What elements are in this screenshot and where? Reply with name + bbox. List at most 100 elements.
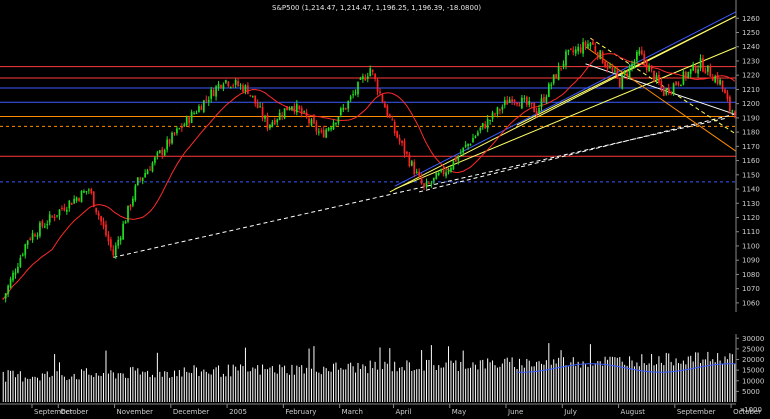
candle-body [474,136,477,138]
candle-body [616,69,619,77]
candle-body [337,116,340,123]
volume-tick-label: 10000 [742,377,764,385]
candle-body [166,139,169,150]
axis-background [736,0,770,419]
candle-body [97,212,100,216]
candle-body [330,127,332,130]
candle-body [229,86,232,88]
candle-body [322,129,325,138]
candle-body [543,97,545,102]
month-label: September [34,408,73,416]
candle-body [731,110,734,112]
candle-body [200,106,203,111]
price-tick-label: 1260 [742,15,760,23]
candle-body [636,52,638,61]
candle-body [202,100,205,112]
candle-body [481,122,484,128]
trendline [389,14,738,193]
candle-body [227,81,230,87]
candle-body [73,198,76,204]
trendline [585,46,738,153]
candle-body [420,176,423,184]
candle-body [445,172,447,177]
candle-body [689,68,692,74]
candle-body [225,80,227,83]
candle-body [621,74,624,89]
candle-body [124,221,127,224]
candle-body [19,257,22,267]
candle-body [425,182,428,188]
candle-body [459,153,462,155]
candle-body [195,112,198,114]
moving-average [2,53,736,300]
candle-body [653,70,655,82]
candle-body [193,113,195,115]
candle-body [604,61,606,66]
candle-body [506,100,509,105]
candle-body [707,65,709,72]
candle-body [149,169,151,171]
candle-body [388,114,391,118]
month-label: 2005 [229,408,247,416]
candle-body [24,244,27,256]
volume-average-line [517,363,735,373]
candle-body [623,72,626,74]
volume-tick-label: 15000 [742,367,764,375]
volume-tick-label: 20000 [742,356,764,364]
candle-body [702,58,704,72]
candle-body [154,157,156,163]
price-tick-label: 1080 [742,271,760,279]
candle-body [628,66,631,78]
candle-body [119,237,122,241]
month-label: December [173,408,209,416]
candle-body [364,77,367,81]
candle-body [273,120,276,125]
candle-body [457,156,460,161]
candle-body [298,105,301,110]
price-tick-label: 1140 [742,186,760,194]
candle-body [136,177,139,186]
candle-body [188,117,191,124]
candle-body [469,144,472,146]
candle-body [508,99,511,103]
candle-body [521,97,523,109]
candle-body [178,128,181,130]
price-tick-label: 1070 [742,285,760,293]
candle-body [513,100,516,102]
candle-body [271,122,274,127]
candle-body [56,215,58,217]
candle-body [344,107,347,110]
candle-body [14,272,17,275]
candle-body [305,112,308,118]
candle-body [291,106,293,110]
candle-body [46,224,49,226]
candle-body [697,69,699,74]
price-tick-label: 1110 [742,228,760,236]
candle-body [579,47,582,53]
candle-body [557,66,560,80]
trendline [113,117,728,258]
candle-body [232,85,235,87]
price-tick-label: 1210 [742,86,760,94]
candle-body [675,81,677,85]
candle-body [494,113,496,115]
candle-body [234,79,237,85]
candle-body [70,202,73,205]
candle-body [491,112,494,119]
candle-body [525,96,528,105]
candle-body [428,183,430,185]
month-label: October [60,408,88,416]
trendline [419,113,738,193]
candle-body [640,50,643,55]
candle-body [423,183,425,187]
candle-body [132,198,134,206]
candle-body [347,101,350,109]
candle-body [100,216,102,222]
candle-body [362,76,364,79]
moving-average-line [2,53,736,300]
candle-body [587,43,589,48]
candle-body [278,112,281,120]
candle-body [293,106,296,112]
candle-body [122,223,124,240]
month-label: May [452,408,466,416]
